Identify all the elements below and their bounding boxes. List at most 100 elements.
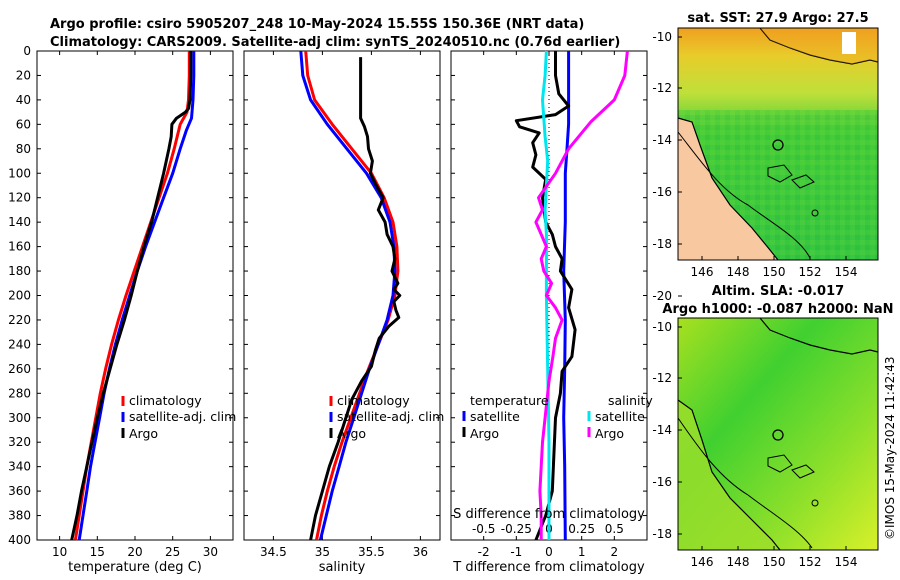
series-climatology (304, 50, 400, 541)
salinity-x-label: salinity (319, 560, 366, 575)
y-tick-label: 400 (8, 533, 31, 547)
x-tick-label: 1 (578, 545, 586, 559)
map-y-tick-label: -16 (652, 185, 672, 199)
x-tick-label: 36 (413, 545, 428, 559)
x-tick-label: 35.5 (358, 545, 385, 559)
argo-location-marker (772, 429, 784, 441)
sst-x-ticks: 146 148 150 152 154 (691, 256, 857, 279)
map-y-tick-label: -18 (652, 237, 672, 251)
y-tick-label: 120 (8, 191, 31, 205)
temperature-axes (36, 50, 234, 541)
x-tick-label: 35 (315, 545, 330, 559)
reef-outline (811, 209, 819, 217)
y-tick-label: 20 (16, 68, 31, 82)
legend-label-climatology: climatology (337, 393, 410, 408)
sla-map-title: Altim. SLA: -0.017 (712, 284, 844, 299)
map-x-tick-label: 154 (835, 555, 858, 569)
s-tick-label: -0.5 (472, 522, 495, 536)
map-y-tick-label: -14 (652, 133, 672, 147)
depth-contour (677, 131, 811, 259)
reef-outline (811, 499, 819, 507)
legend-label-climatology: climatology (129, 393, 202, 408)
series-argo (309, 57, 402, 541)
x-tick-label: 30 (203, 545, 218, 559)
y-tick-label: 100 (8, 166, 31, 180)
x-tick-label: 25 (165, 545, 180, 559)
series-satellite-adj-clim (299, 50, 397, 541)
sla-map: Altim. SLA: -0.017 Argo h1000: -0.087 h2… (652, 284, 893, 580)
reef-outline (767, 454, 793, 473)
y-tick-label: 160 (8, 240, 31, 254)
map-y-tick-label: -18 (652, 527, 672, 541)
legend-label-argo: Argo (337, 426, 366, 441)
png-coast (759, 27, 879, 65)
salinity-panel: 34.5 35 35.5 36 salinity climatology satell… (243, 50, 444, 575)
difference-panel: -2 -1 0 1 2 -0.5 -0.25 0 0.25 0.5 T difference f… (450, 50, 653, 575)
x-tick-label: 20 (127, 545, 142, 559)
map-y-tick-label: -10 (652, 320, 672, 334)
y-tick-label: 380 (8, 509, 31, 523)
argo-location-marker (772, 139, 784, 151)
y-tick-label: 220 (8, 313, 31, 327)
legend-label-s-satellite: satellite (595, 409, 645, 424)
difference-y-ticks (451, 50, 647, 541)
map-x-tick-label: 146 (691, 555, 714, 569)
x-tick-label: 0 (545, 545, 553, 559)
temperature-panel: 0 20 40 60 80 100 120 140 160 180 200 220 240 260 280 3… (8, 44, 236, 575)
sla-y-ticks: -10-12-14-16-18-20 (652, 320, 682, 580)
sla-x-ticks: 146 148 150 152 154 (691, 546, 858, 569)
map-x-tick-label: 148 (727, 265, 750, 279)
y-tick-label: 40 (16, 93, 31, 107)
sla-shelf (678, 400, 780, 550)
y-tick-label: 80 (16, 142, 31, 156)
sla-map-subtitle: Argo h1000: -0.087 h2000: NaN (662, 302, 893, 317)
s-tick-label: -0.25 (501, 522, 532, 536)
legend-label-s-argo: Argo (595, 426, 624, 441)
series-t-satellite (562, 51, 571, 541)
salinity-axes (243, 50, 441, 541)
series-argo (70, 51, 193, 541)
y-tick-label: 140 (8, 215, 31, 229)
map-x-tick-label: 152 (799, 265, 822, 279)
y-tick-label: 320 (8, 435, 31, 449)
title-line-2: Climatology: CARS2009. Satellite-adj cli… (50, 35, 620, 50)
map-y-tick-label: -10 (652, 30, 672, 44)
y-tick-label: 200 (8, 289, 31, 303)
sst-map: sat. SST: 27.9 Argo: 27.5 -10-12-14-16-1… (652, 11, 879, 303)
x-tick-label: 34.5 (260, 545, 287, 559)
title-line-1: Argo profile: csiro 5905207_248 10-May-2… (50, 17, 584, 32)
sst-y-ticks: -10 -12 -14 -16 -18 -20 (652, 30, 682, 303)
y-tick-label: 0 (23, 44, 31, 58)
png-coast (759, 317, 879, 355)
temperature-y-ticks: 0 20 40 60 80 100 120 140 160 180 200 220 240 260 280 3… (8, 44, 233, 547)
temperature-series (70, 51, 196, 541)
map-x-tick-label: 148 (727, 555, 750, 569)
difference-legend: temperature satellite Argo salinity sate… (462, 393, 653, 441)
map-x-tick-label: 150 (763, 265, 786, 279)
sla-map-frame (677, 317, 879, 551)
map-y-tick-label: -12 (652, 371, 672, 385)
salinity-x-ticks: 34.5 35 35.5 36 (260, 51, 428, 559)
legend-label-satellite: satellite-adj. clim (337, 409, 444, 424)
map-y-tick-label: -14 (652, 423, 672, 437)
map-x-tick-label: 146 (691, 265, 714, 279)
y-tick-label: 340 (8, 460, 31, 474)
y-tick-label: 280 (8, 386, 31, 400)
temperature-x-label: temperature (deg C) (68, 560, 202, 575)
imos-stamp: ©IMOS 15-May-2024 11:42:43 (883, 356, 897, 540)
coastline (677, 117, 779, 261)
legend-label-t-satellite: satellite (470, 409, 520, 424)
legend-label-t-argo: Argo (470, 426, 499, 441)
salinity-y-ticks (244, 50, 440, 541)
masked-cell (842, 32, 856, 54)
y-tick-label: 300 (8, 411, 31, 425)
salinity-legend: climatology satellite-adj. clim Argo (329, 393, 444, 441)
y-tick-label: 240 (8, 337, 31, 351)
map-x-tick-label: 150 (763, 555, 786, 569)
y-tick-label: 260 (8, 362, 31, 376)
map-y-tick-label: -16 (652, 475, 672, 489)
x-tick-label: 10 (52, 545, 67, 559)
depth-contour (677, 417, 813, 549)
map-y-tick-label: -12 (652, 81, 672, 95)
